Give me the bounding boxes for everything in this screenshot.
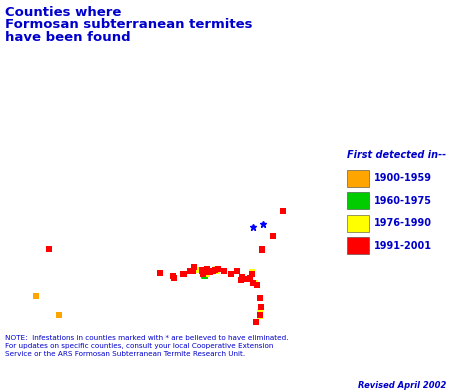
Point [199, 267, 206, 274]
Point [258, 246, 266, 252]
Point [200, 273, 207, 279]
Point [32, 292, 40, 299]
Text: 1960-1975: 1960-1975 [374, 196, 432, 206]
Point [194, 267, 202, 274]
Point [227, 271, 235, 277]
Point [209, 268, 216, 274]
Text: NOTE:  Infestations in counties marked with * are believed to have eliminated.
F: NOTE: Infestations in counties marked wi… [5, 335, 288, 357]
Point [254, 282, 261, 289]
Point [259, 247, 266, 253]
Point [56, 311, 63, 318]
Point [244, 276, 251, 282]
Point [45, 246, 52, 252]
Bar [347, 237, 369, 254]
Point [201, 271, 208, 277]
Point [250, 280, 257, 286]
Text: 1900-1959: 1900-1959 [374, 173, 432, 183]
Text: Revised April 2002: Revised April 2002 [358, 381, 446, 390]
Point [212, 266, 219, 272]
Point [257, 312, 264, 319]
Point [252, 319, 259, 325]
Point [270, 232, 277, 239]
Point [200, 272, 207, 278]
Point [189, 268, 196, 274]
Point [187, 268, 194, 274]
Point [169, 273, 176, 279]
Point [203, 270, 211, 276]
Point [212, 268, 219, 274]
Point [190, 263, 198, 270]
Point [246, 275, 253, 281]
Point [200, 268, 207, 274]
Point [202, 269, 210, 276]
Point [203, 266, 211, 272]
Point [199, 270, 207, 277]
Point [205, 269, 212, 276]
Point [234, 268, 241, 274]
Point [279, 208, 286, 214]
Point [257, 309, 264, 316]
Point [179, 270, 187, 277]
Point [251, 280, 258, 286]
Point [198, 268, 205, 274]
Point [243, 276, 250, 282]
Point [202, 273, 209, 279]
Point [207, 269, 214, 275]
Point [238, 274, 245, 280]
Text: First detected in--: First detected in-- [347, 150, 446, 160]
Point [202, 268, 209, 274]
Point [203, 269, 210, 275]
Text: 1991-2001: 1991-2001 [374, 241, 432, 251]
Point [221, 268, 228, 274]
Point [238, 277, 245, 283]
Text: 1976-1990: 1976-1990 [374, 218, 432, 228]
Point [204, 271, 211, 277]
Point [200, 270, 207, 276]
Text: Formosan subterranean termites: Formosan subterranean termites [5, 18, 252, 31]
Point [248, 270, 255, 277]
Point [156, 270, 164, 276]
Bar [347, 215, 369, 232]
Point [213, 268, 221, 274]
Point [214, 266, 221, 272]
Point [257, 303, 264, 310]
Point [256, 294, 263, 301]
Point [180, 270, 188, 277]
Point [257, 312, 264, 318]
Text: Counties where: Counties where [5, 6, 121, 19]
Text: have been found: have been found [5, 31, 130, 44]
Point [212, 267, 219, 274]
Bar [347, 170, 369, 187]
Point [170, 275, 178, 281]
Bar [347, 192, 369, 209]
Point [249, 269, 256, 276]
